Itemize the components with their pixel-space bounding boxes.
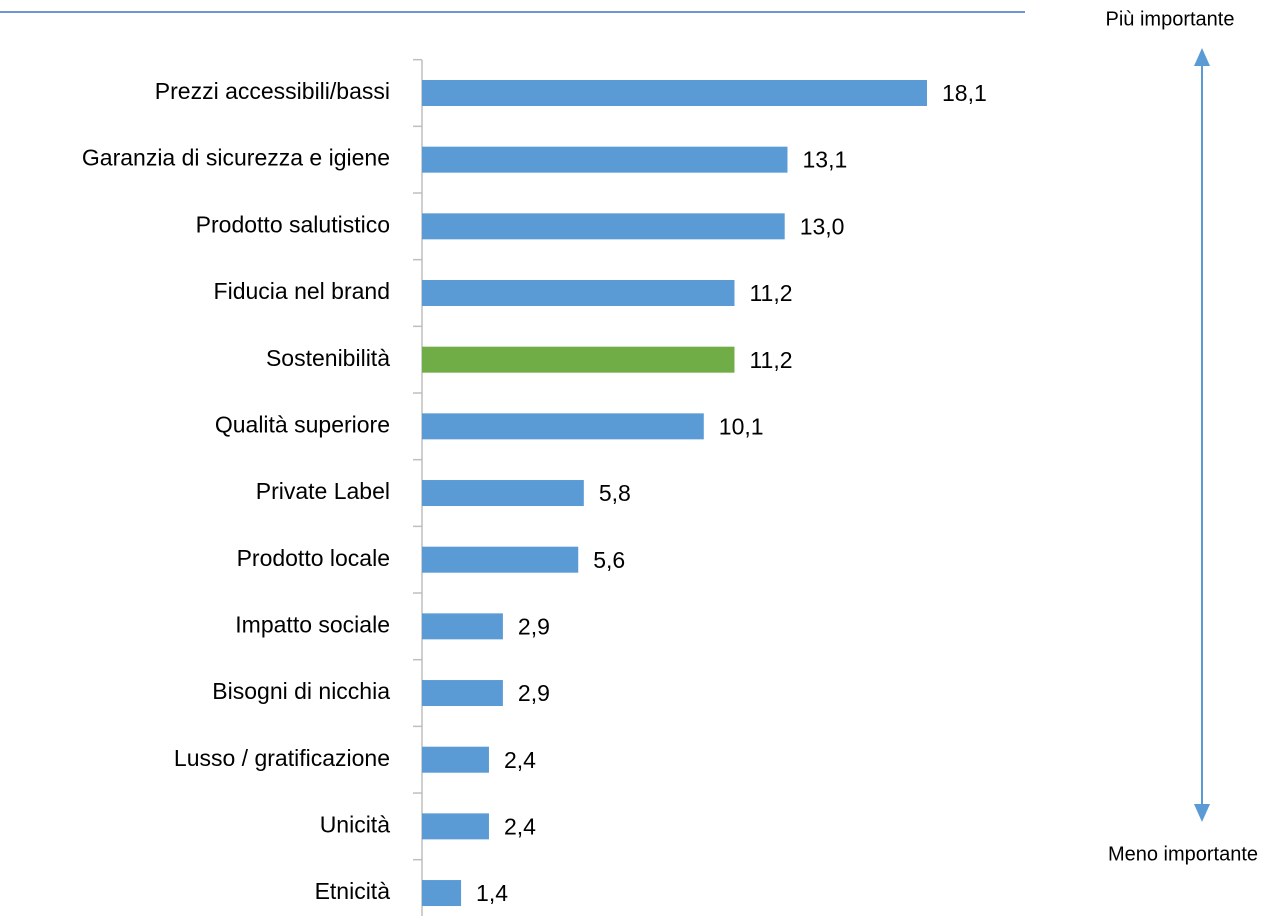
category-label: Fiducia nel brand — [214, 278, 390, 304]
category-label: Private Label — [256, 478, 390, 504]
value-label: 5,6 — [593, 547, 625, 573]
value-label: 5,8 — [599, 480, 631, 506]
bar — [422, 346, 735, 373]
bar — [422, 813, 489, 840]
category-label: Prodotto locale — [237, 545, 390, 571]
value-label: 2,4 — [504, 813, 536, 839]
category-label: Bisogni di nicchia — [212, 678, 390, 704]
value-label: 11,2 — [749, 280, 792, 306]
bar — [422, 413, 704, 440]
value-label: 18,1 — [942, 80, 987, 106]
bar — [422, 80, 927, 106]
value-label: 2,9 — [518, 613, 550, 639]
value-label: 10,1 — [719, 413, 764, 439]
arrow-head-down — [1194, 804, 1210, 822]
bar — [422, 746, 489, 773]
value-label: 2,9 — [518, 680, 550, 706]
bar — [422, 546, 579, 573]
arrow-head-up — [1194, 48, 1210, 66]
category-label: Unicità — [320, 811, 391, 837]
value-label: 13,1 — [802, 147, 847, 173]
value-label: 13,0 — [800, 213, 845, 239]
bar — [422, 880, 462, 907]
category-label: Etnicità — [315, 878, 391, 904]
category-label: Prodotto salutistico — [196, 211, 390, 237]
annotation: Più importante — [1106, 8, 1235, 30]
bar — [422, 480, 584, 507]
category-label: Prezzi accessibili/bassi — [155, 78, 390, 104]
value-label: 1,4 — [476, 880, 508, 906]
category-label: Sostenibilità — [266, 345, 390, 371]
bar — [422, 613, 503, 640]
category-label: Lusso / gratificazione — [174, 745, 390, 771]
value-label: 2,4 — [504, 747, 536, 773]
category-label: Qualità superiore — [215, 411, 390, 437]
category-label: Garanzia di sicurezza e igiene — [82, 145, 390, 171]
bar — [422, 146, 788, 173]
bar — [422, 280, 735, 307]
bar — [422, 680, 503, 707]
category-label: Impatto sociale — [235, 611, 390, 637]
bar — [422, 213, 785, 240]
value-label: 11,2 — [749, 347, 792, 373]
annotation: Meno importante — [1108, 843, 1258, 865]
